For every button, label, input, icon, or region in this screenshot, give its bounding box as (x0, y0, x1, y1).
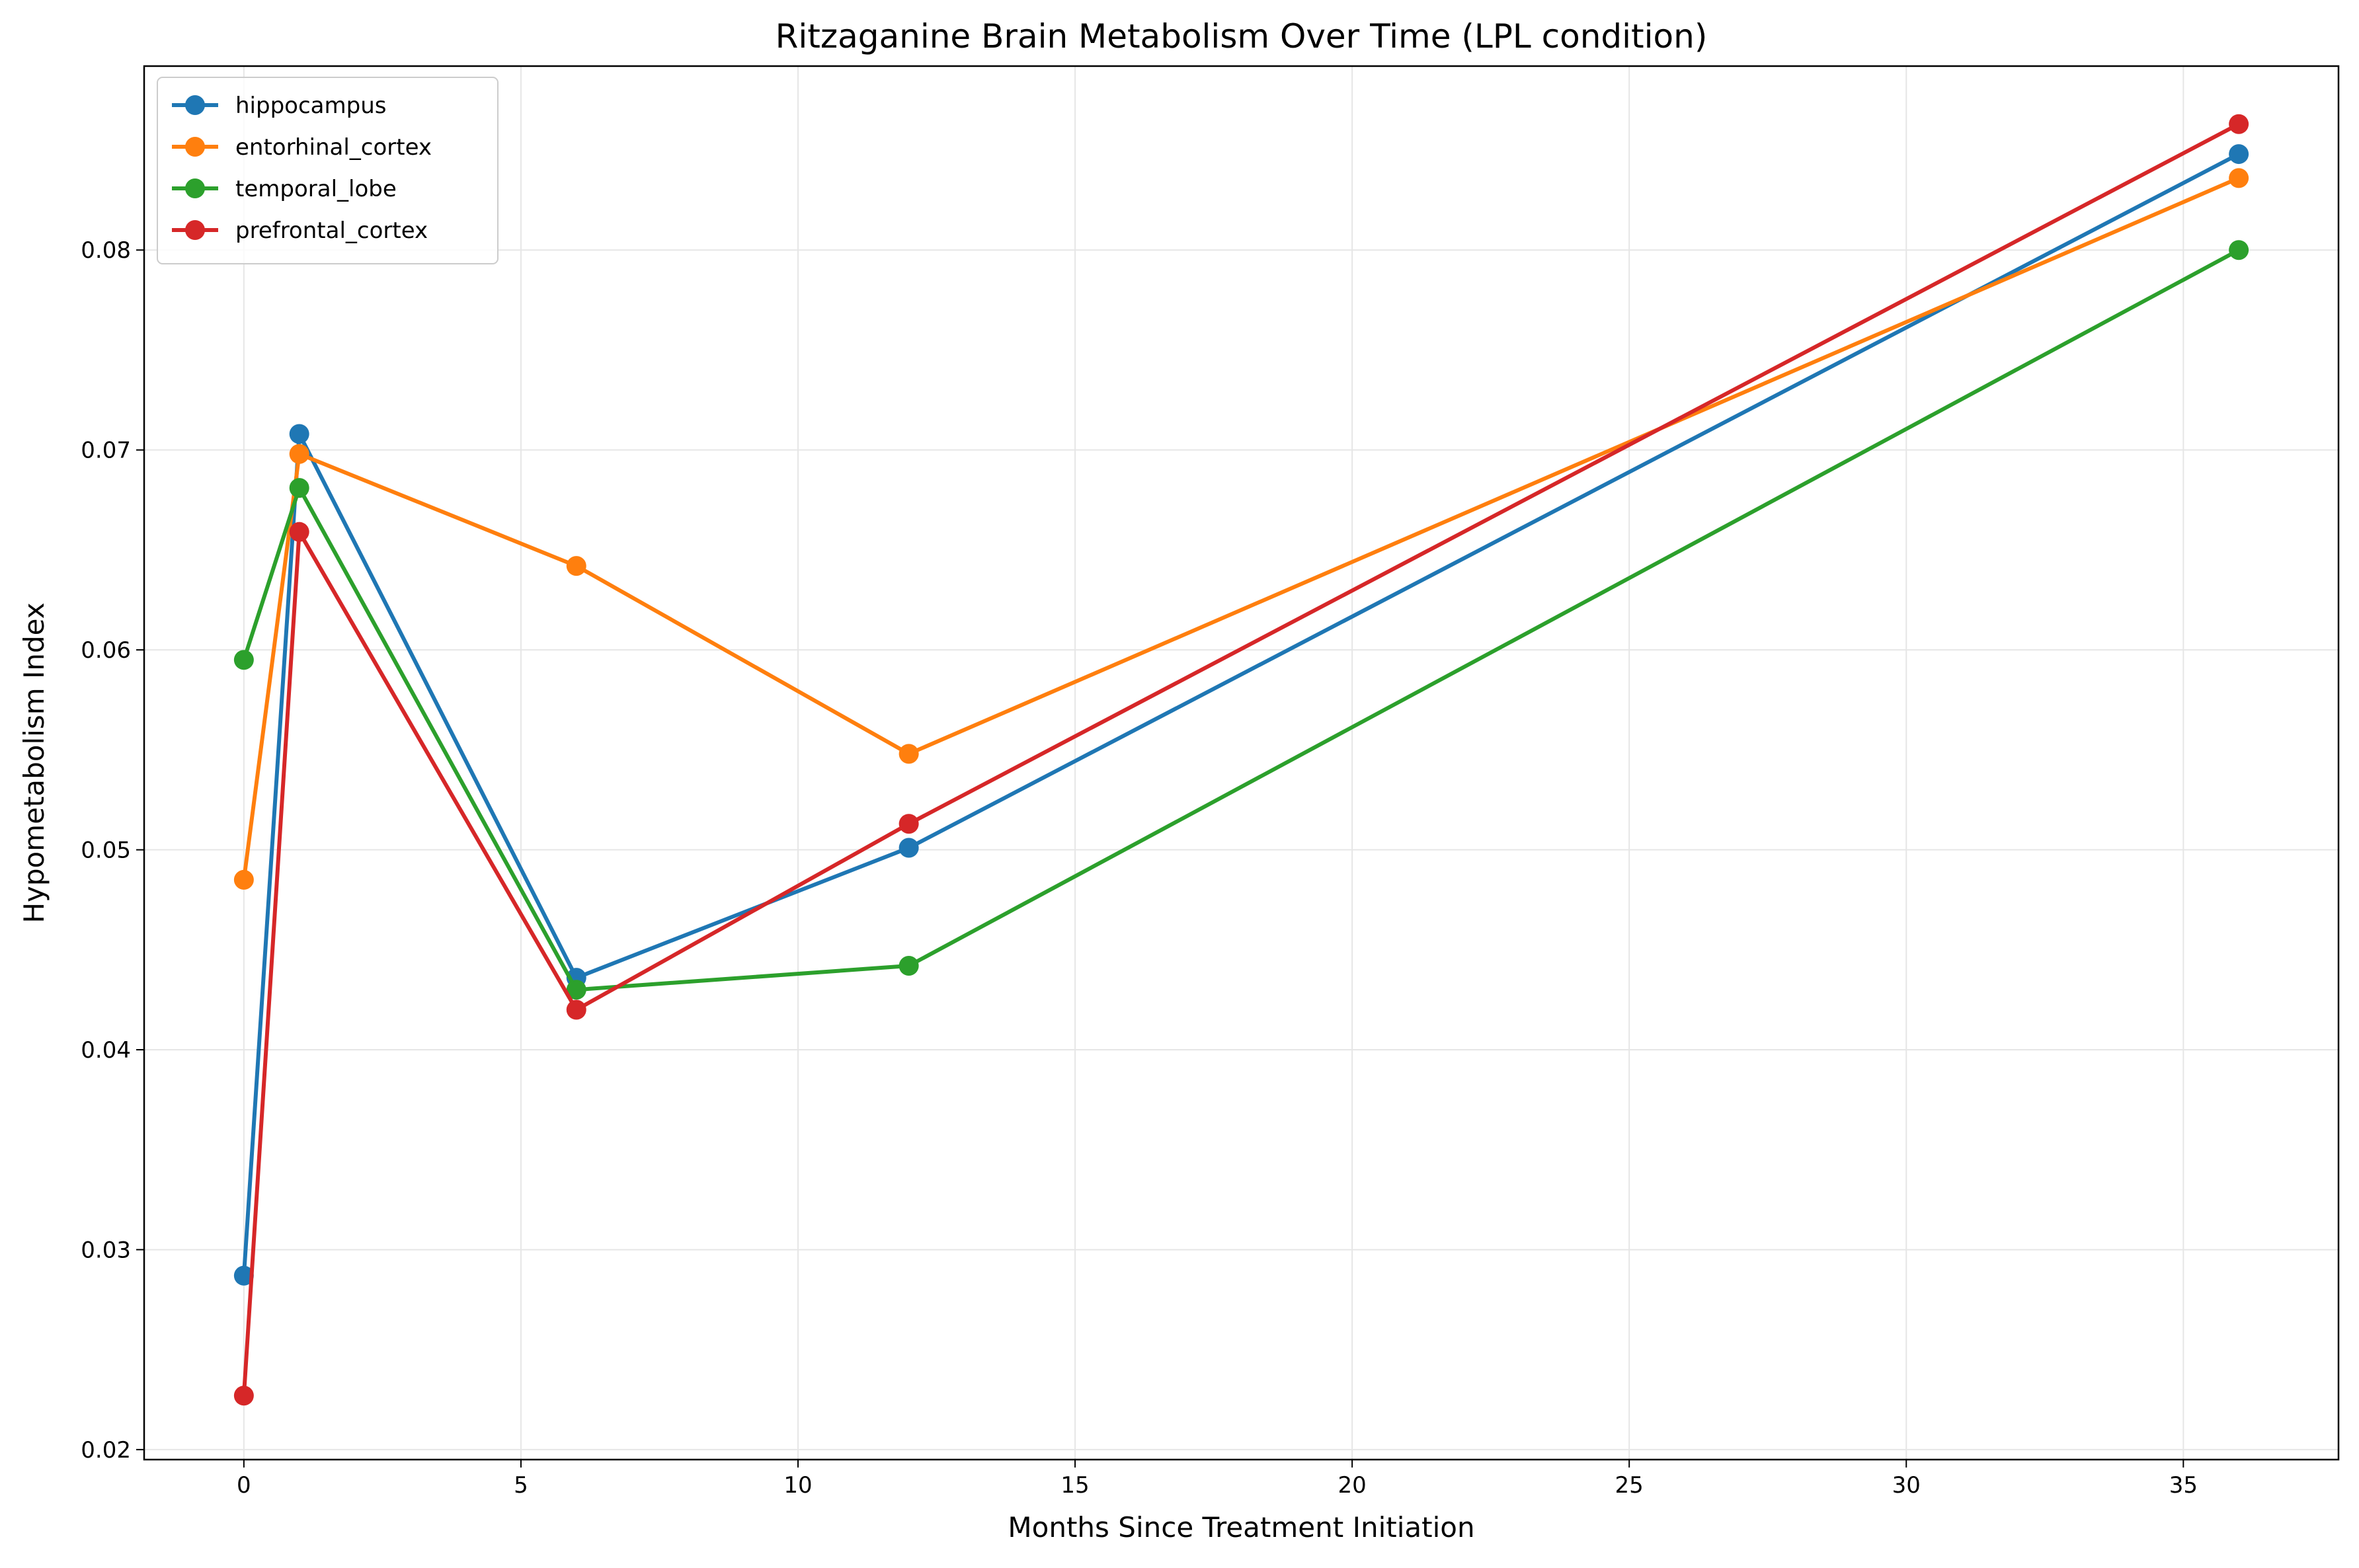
data-point (566, 980, 586, 1000)
series-prefrontal-cortex (233, 114, 2249, 1406)
x-tick-label: 35 (2169, 1472, 2198, 1499)
data-point (289, 522, 309, 542)
y-axis-label: Hypometabolism Index (18, 602, 50, 923)
legend-label: entorhinal_cortex (235, 134, 432, 161)
data-point (289, 424, 309, 444)
data-point (899, 955, 919, 976)
legend: hippocampus entorhinal_cortex temporal_lob… (157, 77, 499, 264)
legend-box (157, 77, 499, 264)
legend-item-prefrontal-cortex: prefrontal_cortex (172, 217, 428, 244)
data-point (566, 556, 586, 576)
y-tick-label: 0.05 (81, 838, 131, 864)
legend-label: hippocampus (235, 93, 386, 119)
data-point (2229, 240, 2249, 260)
series-temporal-lobe (233, 240, 2249, 1000)
plot-area-frame (143, 65, 2340, 1461)
x-tick-label: 20 (1338, 1472, 1366, 1499)
data-point (2229, 168, 2249, 188)
y-tick-label: 0.07 (81, 438, 131, 464)
series-hippocampus (233, 144, 2249, 1286)
legend-item-entorhinal-cortex: entorhinal_cortex (172, 134, 432, 161)
data-point (233, 1265, 254, 1286)
y-tick-label: 0.08 (81, 237, 131, 264)
legend-marker (185, 220, 205, 240)
legend-marker (185, 95, 205, 115)
data-point (289, 478, 309, 498)
x-tick-label: 10 (783, 1472, 812, 1499)
chart-title: Ritzaganine Brain Metabolism Over Time (… (776, 17, 1708, 56)
series-entorhinal-cortex (233, 168, 2249, 890)
y-tick-label: 0.02 (81, 1437, 131, 1464)
data-point (566, 1000, 586, 1020)
grid (144, 66, 2339, 1460)
legend-marker (185, 178, 205, 198)
y-tick-label: 0.06 (81, 637, 131, 664)
x-tick-label: 0 (237, 1472, 251, 1499)
legend-marker (185, 137, 205, 157)
x-tick-label: 25 (1615, 1472, 1644, 1499)
legend-item-temporal-lobe: temporal_lobe (172, 176, 397, 202)
data-point (899, 814, 919, 834)
data-point (289, 444, 309, 464)
x-axis: 0 5 10 15 20 25 30 35 (237, 1460, 2198, 1499)
data-point (2229, 114, 2249, 134)
data-point (233, 869, 254, 890)
x-tick-label: 15 (1060, 1472, 1089, 1499)
series-group (233, 114, 2249, 1406)
data-point (899, 744, 919, 764)
y-axis: 0.02 0.03 0.04 0.05 0.06 0.07 0.08 (81, 237, 144, 1464)
x-tick-label: 5 (514, 1472, 528, 1499)
legend-label: prefrontal_cortex (235, 217, 428, 244)
y-tick-label: 0.03 (81, 1237, 131, 1263)
data-point (2229, 144, 2249, 165)
legend-label: temporal_lobe (235, 176, 397, 202)
data-point (233, 650, 254, 670)
data-point (899, 838, 919, 858)
legend-item-hippocampus: hippocampus (172, 93, 386, 119)
y-tick-label: 0.04 (81, 1037, 131, 1064)
x-axis-label: Months Since Treatment Initiation (1008, 1511, 1474, 1544)
data-point (233, 1386, 254, 1406)
x-tick-label: 30 (1892, 1472, 1921, 1499)
